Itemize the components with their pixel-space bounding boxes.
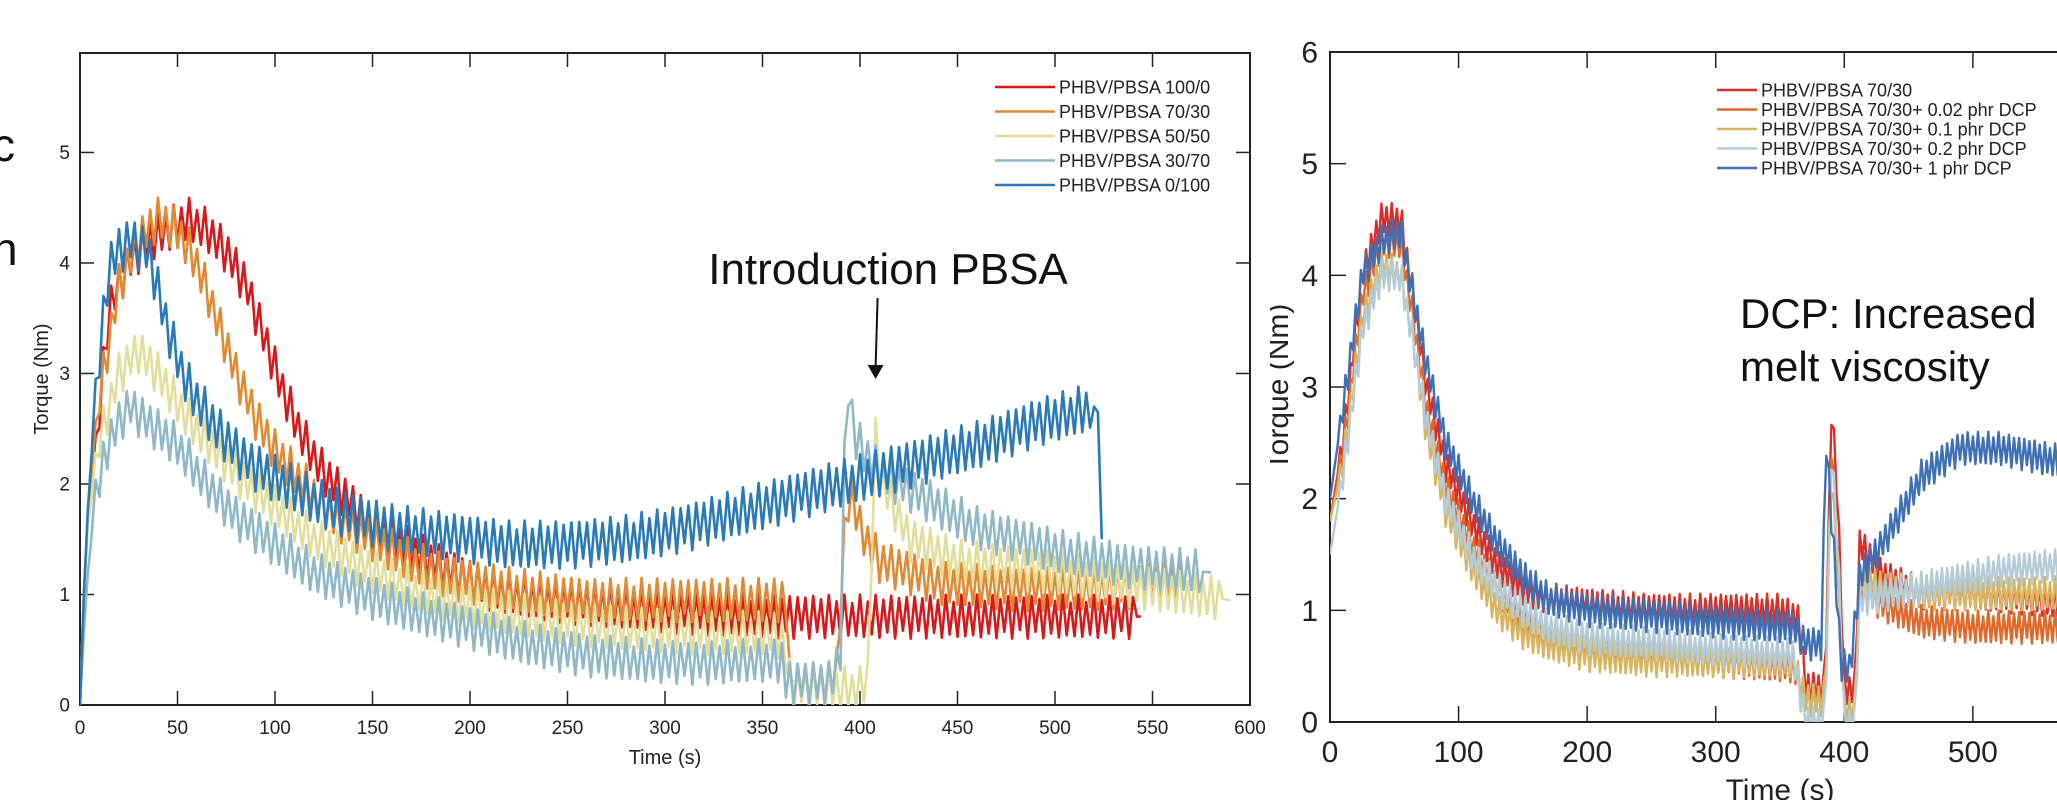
y-axis-label: Torque (Nm) <box>31 323 53 434</box>
x-tick-label: 350 <box>747 718 779 739</box>
series-line-2 <box>80 196 1192 705</box>
y-tick-label: 4 <box>59 254 70 275</box>
series-group <box>1330 201 2057 722</box>
y-tick-label: 3 <box>1301 372 1318 405</box>
y-tick-label: 2 <box>1301 483 1318 516</box>
y-tick-label: 4 <box>1301 260 1318 293</box>
x-tick-label: 50 <box>167 718 188 739</box>
y-tick-label: 5 <box>59 143 70 164</box>
x-tick-label: 100 <box>1434 736 1484 769</box>
series-line-4 <box>1330 257 2057 722</box>
chart-right: 01002003004005006007000123456Time (s)Tor… <box>1270 37 2057 800</box>
series-line-3 <box>80 334 1231 705</box>
x-tick-label: 400 <box>844 718 876 739</box>
legend-entry: PHBV/PBSA 70/30+ 0.1 phr DCP <box>1761 119 2027 139</box>
y-tick-label: 0 <box>1301 707 1318 740</box>
annotation-arrowhead <box>867 365 884 379</box>
x-tick-label: 500 <box>1039 718 1071 739</box>
legend-entry: PHBV/PBSA 70/30 <box>1761 80 1912 100</box>
x-tick-label: 600 <box>1234 718 1266 739</box>
y-tick-label: 1 <box>59 585 70 606</box>
side-text-bottom: n <box>0 223 18 275</box>
annotation-dcp-line: melt viscosity <box>1740 343 1990 390</box>
side-text-top: c <box>0 119 15 171</box>
series-group <box>80 196 1231 705</box>
y-tick-label: 3 <box>59 364 70 385</box>
x-tick-label: 200 <box>454 718 486 739</box>
x-tick-label: 550 <box>1137 718 1169 739</box>
x-tick-label: 0 <box>75 718 86 739</box>
series-line-5 <box>1330 218 2057 683</box>
legend-entry: PHBV/PBSA 30/70 <box>1059 151 1210 171</box>
chart-left: 0 50 100 150 200 250 300 350 400 450 500 550 600 0 1 2 3… <box>31 52 1266 769</box>
x-tick-label: 200 <box>1562 736 1612 769</box>
annotation-introduction-pbsa: Introduction PBSA <box>708 245 1068 294</box>
annotation-dcp-line: DCP: Increased <box>1740 290 2036 337</box>
legend-entry: PHBV/PBSA 100/0 <box>1059 77 1210 97</box>
x-tick-label: 300 <box>1691 736 1741 769</box>
x-tick-label: 400 <box>1819 736 1869 769</box>
x-axis-label: Time (s) <box>629 747 702 769</box>
y-tick-label: 5 <box>1301 148 1318 181</box>
legend-entry: PHBV/PBSA 70/30+ 0.2 phr DCP <box>1761 139 2027 159</box>
annotation-arrow <box>874 297 879 368</box>
y-tick-label: 0 <box>59 696 70 717</box>
x-tick-label: 300 <box>649 718 681 739</box>
y-tick-label: 2 <box>59 475 70 496</box>
legend-entry: PHBV/PBSA 50/50 <box>1059 126 1210 146</box>
y-axis-label: Torque (Nm) <box>1270 304 1295 471</box>
x-axis-label: Time (s) <box>1726 774 1835 800</box>
series-line-4 <box>80 389 1212 705</box>
legend-entry: PHBV/PBSA 70/30+ 1 phr DCP <box>1761 158 2012 178</box>
x-tick-label: 150 <box>357 718 389 739</box>
legend-entry: PHBV/PBSA 70/30+ 0.02 phr DCP <box>1761 100 2037 120</box>
legend-entry: PHBV/PBSA 0/100 <box>1059 175 1210 195</box>
x-tick-label: 450 <box>942 718 974 739</box>
x-tick-label: 500 <box>1948 736 1998 769</box>
y-tick-label: 1 <box>1301 595 1318 628</box>
x-tick-label: 100 <box>259 718 291 739</box>
legend-entry: PHBV/PBSA 70/30 <box>1059 102 1210 122</box>
y-tick-label: 6 <box>1301 37 1318 70</box>
x-tick-label: 250 <box>552 718 584 739</box>
series-line-5 <box>80 221 1104 705</box>
x-tick-label: 0 <box>1322 736 1339 769</box>
